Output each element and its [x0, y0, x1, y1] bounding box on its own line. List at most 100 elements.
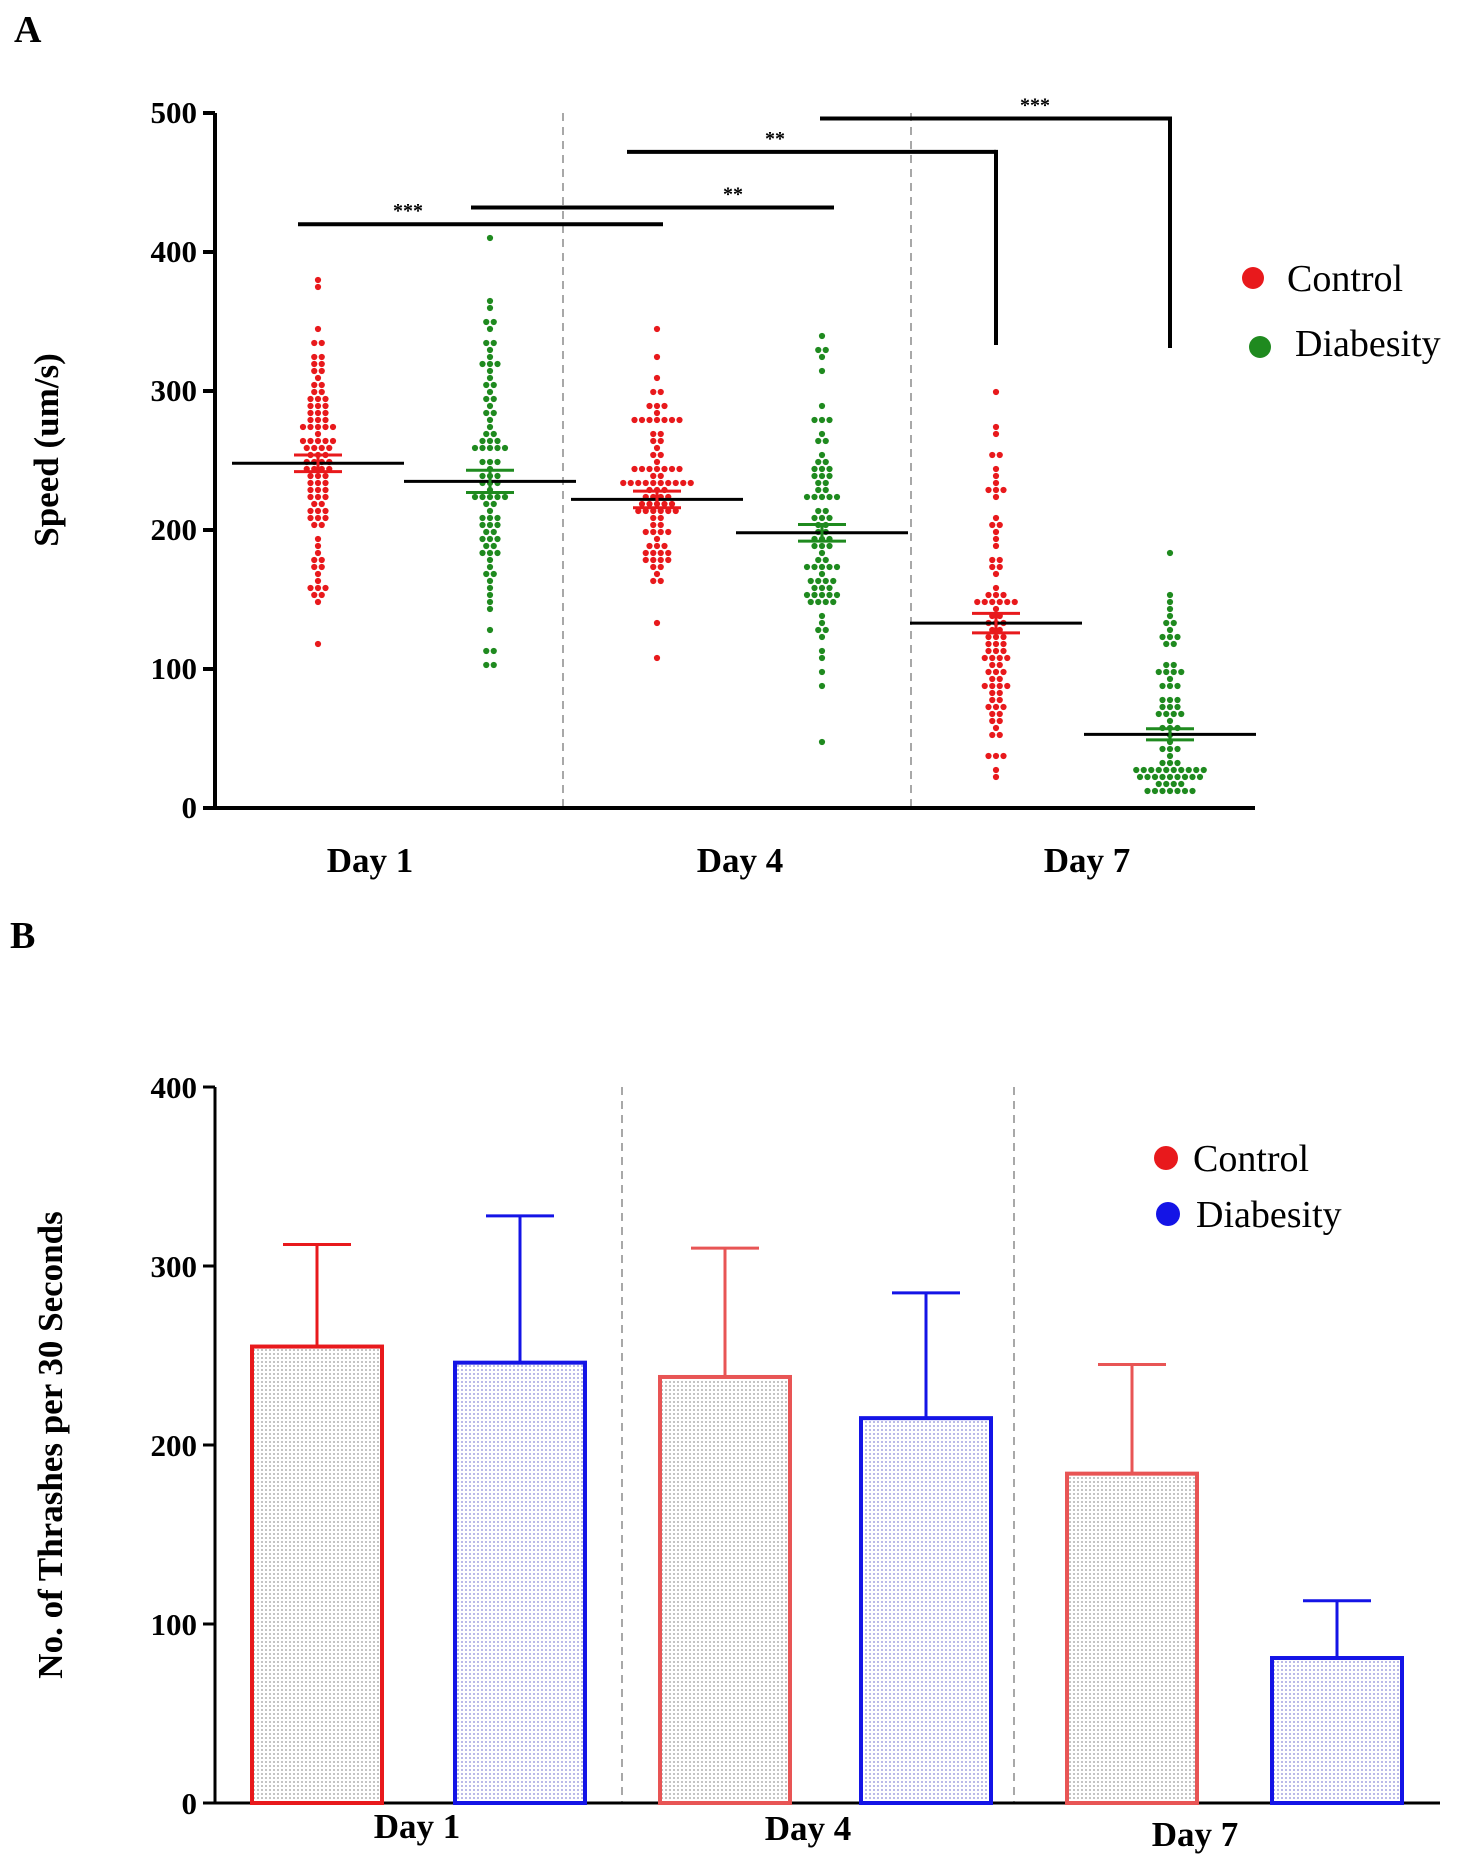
data-point-control: [311, 388, 318, 396]
data-point-diabesity: [818, 619, 826, 627]
data-point-diabesity: [1166, 633, 1174, 641]
data-point-control: [653, 542, 661, 550]
data-point-control: [314, 598, 322, 606]
data-point-control: [687, 479, 694, 487]
data-point-control: [311, 521, 318, 529]
data-point-control: [992, 584, 1000, 592]
data-point-control: [646, 500, 653, 508]
data-point-control: [996, 717, 1003, 725]
data-point-control: [657, 479, 664, 487]
data-point-control: [989, 731, 996, 739]
y-tick-label: 300: [151, 1249, 198, 1284]
data-point-diabesity: [486, 507, 494, 515]
data-point-control: [676, 465, 683, 473]
data-point-control: [650, 451, 657, 459]
data-point-diabesity: [1189, 787, 1196, 795]
data-point-control: [642, 556, 649, 564]
data-point-control: [322, 416, 329, 424]
data-point-diabesity: [486, 388, 494, 396]
data-point-control: [314, 535, 322, 543]
data-point-diabesity: [479, 549, 486, 557]
data-point-diabesity: [479, 360, 486, 368]
data-point-control: [627, 479, 634, 487]
data-point-diabesity: [826, 465, 833, 473]
data-point-control: [992, 542, 1000, 550]
data-point-diabesity: [1189, 773, 1196, 781]
data-point-diabesity: [1166, 591, 1174, 599]
data-point-control: [1004, 682, 1011, 690]
data-point-control: [992, 423, 1000, 431]
data-point-control: [1000, 703, 1007, 711]
data-point-control: [653, 535, 661, 543]
data-point-diabesity: [822, 598, 829, 606]
data-point-control: [657, 451, 664, 459]
data-point-diabesity: [1196, 773, 1204, 781]
data-point-control: [653, 416, 661, 424]
data-point-control: [992, 465, 1000, 473]
data-point-diabesity: [1174, 745, 1181, 753]
data-point-control: [992, 605, 1000, 613]
data-point-control: [314, 423, 322, 431]
data-point-control: [996, 654, 1003, 662]
data-point-control: [650, 528, 657, 536]
data-point-diabesity: [1148, 766, 1155, 774]
data-point-control: [974, 598, 981, 606]
data-point-diabesity: [1159, 787, 1166, 795]
data-point-diabesity: [1166, 605, 1174, 613]
data-point-control: [989, 661, 996, 669]
data-point-diabesity: [818, 367, 826, 375]
data-point-diabesity: [479, 493, 486, 501]
data-point-control: [314, 283, 322, 291]
legend-control-label: Control: [1287, 258, 1403, 300]
data-point-control: [1004, 654, 1011, 662]
data-point-control: [996, 598, 1003, 606]
data-point-control: [314, 430, 322, 438]
data-point-control: [992, 493, 1000, 501]
data-point-control: [668, 416, 676, 424]
data-point-control: [653, 570, 661, 578]
data-point-diabesity: [1174, 696, 1181, 704]
data-point-diabesity: [1166, 696, 1174, 704]
data-point-control: [657, 563, 664, 571]
data-point-diabesity: [486, 423, 494, 431]
data-point-control: [322, 514, 329, 522]
data-point-diabesity: [483, 381, 490, 389]
x-category-label: Day 1: [327, 841, 414, 880]
data-point-control: [992, 430, 1000, 438]
data-point-diabesity: [818, 493, 826, 501]
bar-control: [658, 1374, 792, 1805]
data-point-control: [665, 549, 672, 557]
data-point-diabesity: [1166, 752, 1174, 760]
data-point-control: [653, 402, 661, 410]
data-point-control: [311, 360, 318, 368]
data-point-control: [299, 423, 307, 431]
data-point-control: [314, 507, 322, 515]
data-point-diabesity: [494, 514, 501, 522]
data-point-control: [1004, 598, 1011, 606]
data-point-control: [318, 353, 325, 361]
data-point-diabesity: [818, 549, 826, 557]
data-point-control: [322, 584, 329, 592]
data-point-control: [1000, 640, 1007, 648]
data-point-diabesity: [479, 521, 486, 529]
data-point-control: [996, 682, 1003, 690]
data-point-diabesity: [803, 563, 811, 571]
data-point-control: [650, 549, 657, 557]
data-point-diabesity: [494, 493, 501, 501]
data-point-diabesity: [818, 633, 826, 641]
data-point-control: [985, 647, 992, 655]
data-point-control: [322, 507, 329, 515]
data-point-control: [989, 451, 996, 459]
data-point-control: [311, 500, 318, 508]
data-point-diabesity: [1193, 766, 1200, 774]
data-point-control: [314, 479, 322, 487]
data-point-control: [322, 486, 329, 494]
data-point-diabesity: [818, 584, 826, 592]
data-point-control: [307, 584, 314, 592]
data-point-control: [992, 724, 1000, 732]
data-point-diabesity: [494, 549, 501, 557]
y-tick-label: 0: [182, 1786, 198, 1821]
data-point-control: [996, 696, 1003, 704]
data-point-control: [989, 654, 996, 662]
